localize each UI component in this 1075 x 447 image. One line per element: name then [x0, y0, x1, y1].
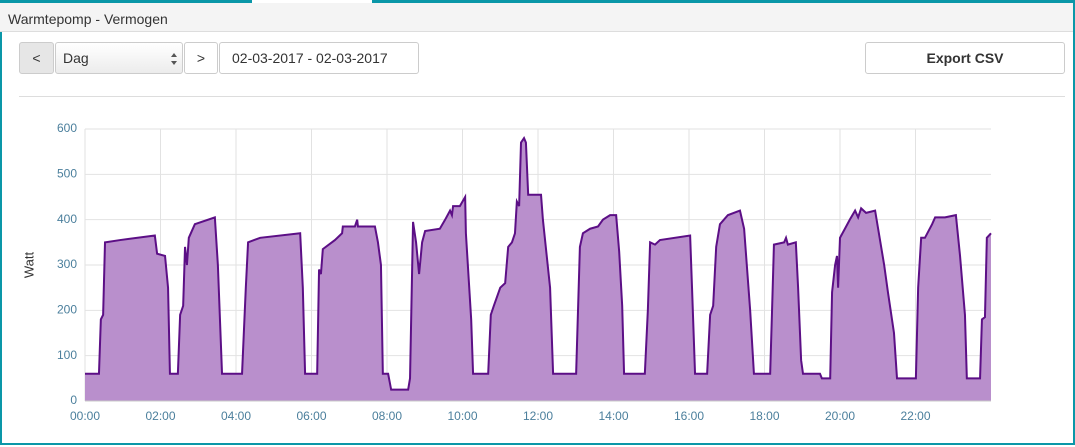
tab-gap — [252, 0, 372, 3]
x-tick-label: 22:00 — [900, 409, 930, 423]
y-tick-label: 400 — [57, 212, 77, 226]
y-tick-label: 100 — [57, 348, 77, 362]
x-tick-label: 02:00 — [145, 409, 175, 423]
x-tick-label: 20:00 — [825, 409, 855, 423]
x-tick-label: 10:00 — [447, 409, 477, 423]
top-border — [0, 0, 1075, 3]
x-tick-label: 12:00 — [523, 409, 553, 423]
export-button[interactable]: Export CSV — [865, 42, 1065, 74]
y-tick-label: 600 — [57, 121, 77, 135]
panel-title: Warmtepomp - Vermogen — [8, 11, 168, 27]
x-tick-label: 06:00 — [296, 409, 326, 423]
y-tick-label: 500 — [57, 167, 77, 181]
y-axis-title: Watt — [21, 251, 36, 278]
panel-header: Warmtepomp - Vermogen — [0, 3, 1073, 32]
y-tick-label: 300 — [57, 257, 77, 271]
area-fill — [85, 138, 991, 402]
separator — [19, 96, 1065, 97]
x-tick-label: 04:00 — [221, 409, 251, 423]
x-tick-label: 16:00 — [674, 409, 704, 423]
area-line — [85, 135, 992, 391]
x-tick-label: 14:00 — [598, 409, 628, 423]
x-tick-label: 08:00 — [372, 409, 402, 423]
panel — [0, 3, 1075, 445]
x-tick-label: 18:00 — [749, 409, 779, 423]
prev-button[interactable]: < — [19, 42, 54, 74]
y-tick-label: 200 — [57, 303, 77, 317]
next-button[interactable]: > — [184, 42, 218, 74]
y-tick-label: 0 — [70, 393, 77, 407]
period-select[interactable]: Dag — [55, 42, 183, 74]
select-arrows — [171, 53, 177, 65]
date-range-input[interactable]: 02-03-2017 - 02-03-2017 — [219, 42, 419, 74]
x-tick-label: 00:00 — [70, 409, 100, 423]
